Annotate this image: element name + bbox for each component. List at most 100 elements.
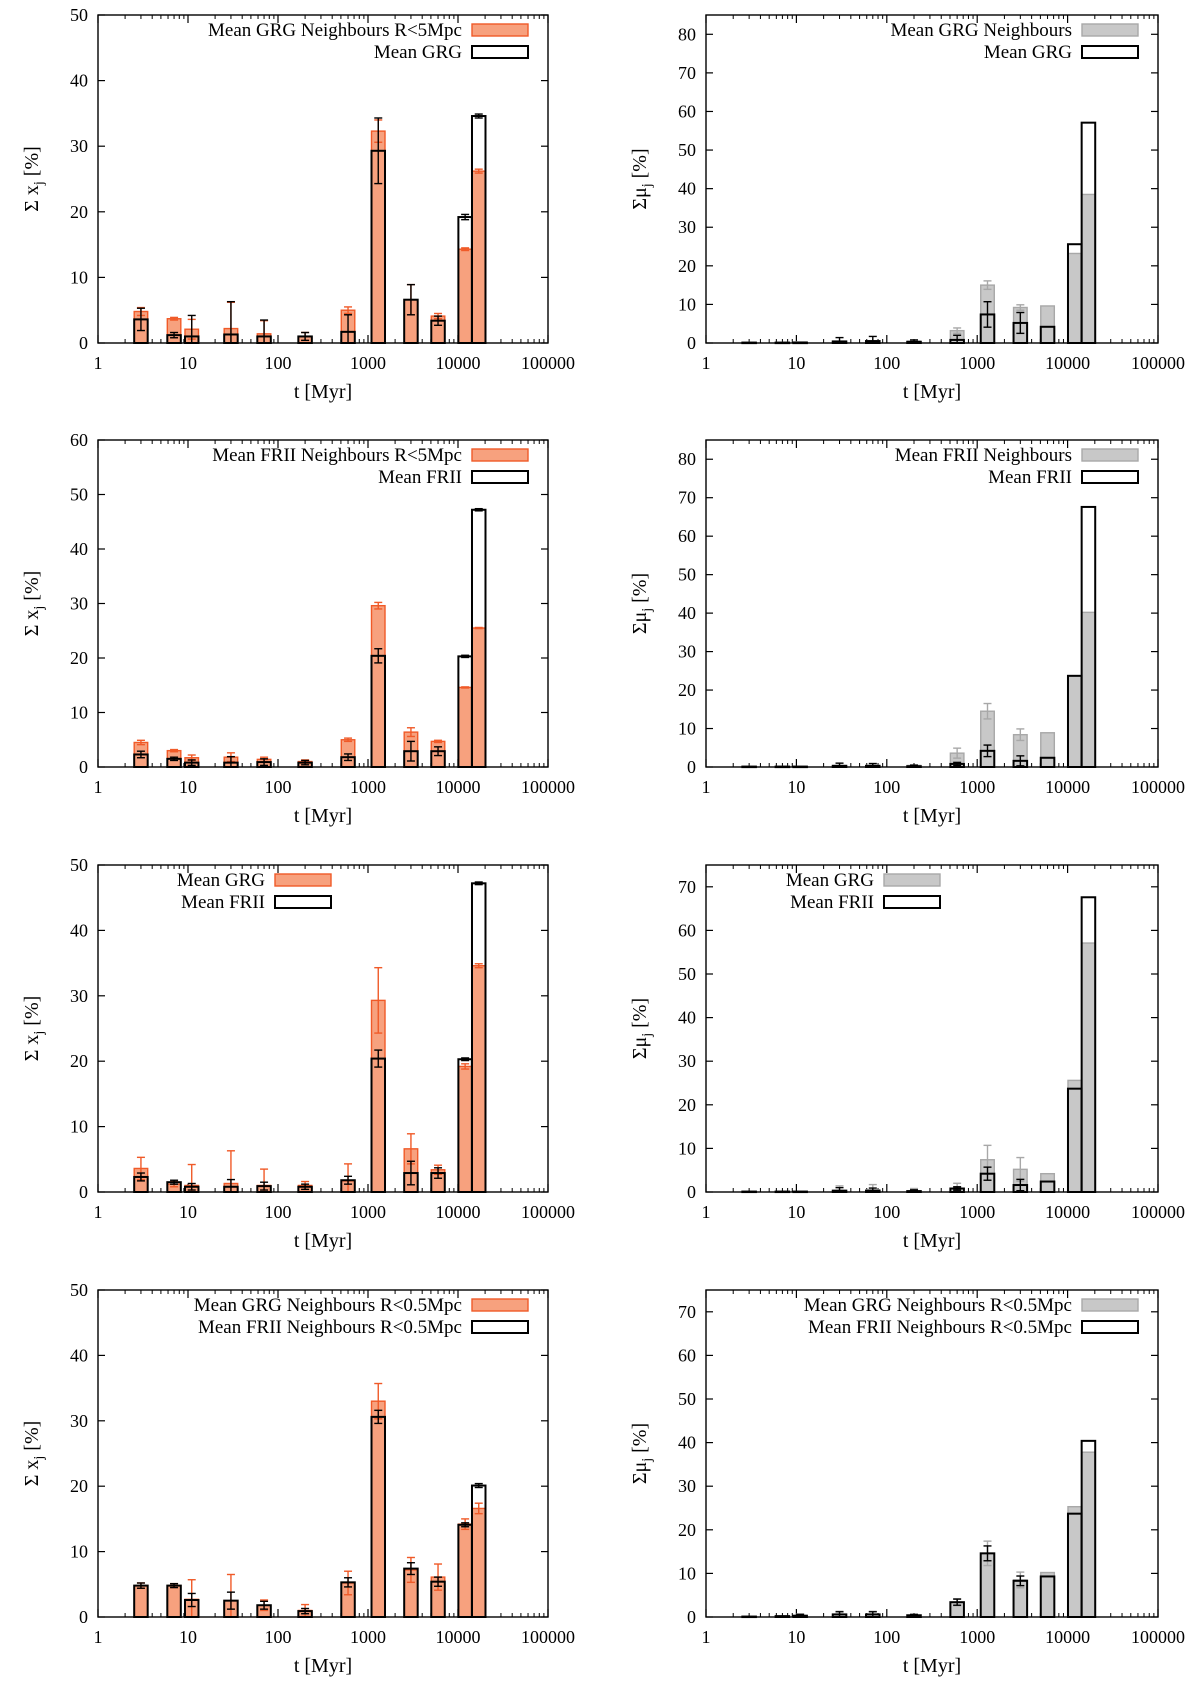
legend-swatch xyxy=(1081,45,1139,59)
x-tick-label: 10 xyxy=(787,1627,805,1647)
legend-swatch xyxy=(471,1298,529,1312)
x-axis-label: t [Myr] xyxy=(294,1655,352,1677)
legend-label: Mean GRG xyxy=(984,42,1072,63)
x-tick-label: 10000 xyxy=(436,1627,481,1647)
bar xyxy=(471,170,487,344)
y-tick-label: 80 xyxy=(678,24,696,44)
bar xyxy=(1040,1172,1056,1193)
x-axis-label: t [Myr] xyxy=(294,1230,352,1252)
x-axis-label: t [Myr] xyxy=(903,805,961,827)
x-tick-label: 1000 xyxy=(350,1627,386,1647)
bar xyxy=(471,627,487,768)
legend-swatch xyxy=(1081,470,1139,484)
x-tick-label: 100 xyxy=(265,353,292,373)
legend-swatch xyxy=(471,1320,529,1334)
y-tick-label: 30 xyxy=(678,1476,696,1496)
y-tick-label: 40 xyxy=(70,539,88,559)
legend-label: Mean GRG Neighbours R<0.5Mpc xyxy=(194,1295,462,1316)
y-tick-label: 40 xyxy=(678,1433,696,1453)
y-tick-label: 50 xyxy=(678,140,696,160)
panel-1: 0 10 20 30 40 50 1 10 100 1000 10000 100000 t [Myr] Σ… xyxy=(21,5,575,403)
y-axis-label: Σμj [%] xyxy=(629,998,655,1059)
y-tick-label: 20 xyxy=(678,256,696,276)
y-tick-label: 0 xyxy=(687,757,696,777)
y-tick-label: 50 xyxy=(678,964,696,984)
legend-label: Mean FRII Neighbours xyxy=(895,445,1072,466)
x-axis-label: t [Myr] xyxy=(903,381,961,403)
bar xyxy=(1067,1505,1083,1618)
series-1 xyxy=(741,611,1096,768)
x-tick-label: 100 xyxy=(873,1627,900,1647)
legend-swatch xyxy=(274,895,332,909)
plot-frame xyxy=(705,439,1159,768)
y-tick-label: 10 xyxy=(70,1542,88,1562)
series-1 xyxy=(741,1451,1096,1618)
panel-4: 0 10 20 30 40 50 60 70 80 1 10 100 1000 10000 100000 t … xyxy=(629,439,1185,827)
y-tick-label: 20 xyxy=(678,1095,696,1115)
y-tick-label: 40 xyxy=(678,179,696,199)
y-tick-label: 60 xyxy=(678,526,696,546)
y-axis-label: Σμj [%] xyxy=(629,573,655,634)
y-tick-label: 40 xyxy=(70,71,88,91)
y-tick-label: 20 xyxy=(70,1051,88,1071)
x-tick-label: 10000 xyxy=(1045,777,1090,797)
y-tick-label: 50 xyxy=(70,855,88,875)
series-2 xyxy=(133,507,487,769)
panel-7: 0 10 20 30 40 50 1 10 100 1000 10000 100000 t [Myr] Σ… xyxy=(21,1280,575,1677)
x-tick-label: 1000 xyxy=(959,777,995,797)
legend-label: Mean FRII Neighbours R<0.5Mpc xyxy=(198,1317,462,1338)
x-tick-label: 10000 xyxy=(1045,1627,1090,1647)
series-2 xyxy=(133,881,487,1194)
y-tick-label: 10 xyxy=(70,1117,88,1137)
y-tick-label: 70 xyxy=(678,488,696,508)
series-1 xyxy=(133,119,487,344)
legend-swatch xyxy=(883,895,941,909)
x-tick-label: 100 xyxy=(873,353,900,373)
y-tick-label: 20 xyxy=(678,680,696,700)
x-tick-label: 1 xyxy=(702,353,711,373)
x-tick-label: 100000 xyxy=(1131,777,1185,797)
y-tick-label: 10 xyxy=(70,703,88,723)
x-tick-label: 100 xyxy=(873,1202,900,1222)
x-tick-label: 1000 xyxy=(350,353,386,373)
y-tick-label: 50 xyxy=(678,565,696,585)
bar xyxy=(1080,611,1096,768)
x-tick-label: 1000 xyxy=(350,1202,386,1222)
bar xyxy=(471,1507,487,1618)
legend-swatch xyxy=(471,23,529,37)
x-tick-label: 1000 xyxy=(959,1627,995,1647)
x-tick-label: 10000 xyxy=(436,777,481,797)
y-tick-label: 10 xyxy=(678,1563,696,1583)
legend-swatch xyxy=(1081,1298,1139,1312)
y-tick-label: 60 xyxy=(678,101,696,121)
legend-swatch xyxy=(1081,448,1139,462)
x-tick-label: 100 xyxy=(265,777,292,797)
y-tick-label: 70 xyxy=(678,63,696,83)
bar xyxy=(457,1065,473,1193)
series-2 xyxy=(133,113,487,345)
bar xyxy=(1067,252,1083,344)
legend-label: Mean GRG Neighbours xyxy=(890,20,1072,41)
y-tick-label: 0 xyxy=(79,333,88,353)
y-tick-label: 20 xyxy=(70,202,88,222)
legend-label: Mean FRII xyxy=(790,892,874,913)
y-tick-label: 10 xyxy=(678,294,696,314)
x-tick-label: 10000 xyxy=(436,1202,481,1222)
x-tick-label: 1 xyxy=(702,777,711,797)
x-tick-label: 10 xyxy=(179,777,197,797)
bar xyxy=(1040,1571,1056,1618)
x-tick-label: 10 xyxy=(179,353,197,373)
bar xyxy=(370,1400,386,1618)
plot-frame xyxy=(705,1289,1159,1618)
bar xyxy=(471,965,487,1193)
y-tick-label: 40 xyxy=(70,1345,88,1365)
bar xyxy=(166,318,182,344)
x-tick-label: 1 xyxy=(702,1627,711,1647)
x-tick-label: 100000 xyxy=(1131,1202,1185,1222)
x-tick-label: 100 xyxy=(265,1627,292,1647)
x-tick-label: 10000 xyxy=(1045,353,1090,373)
